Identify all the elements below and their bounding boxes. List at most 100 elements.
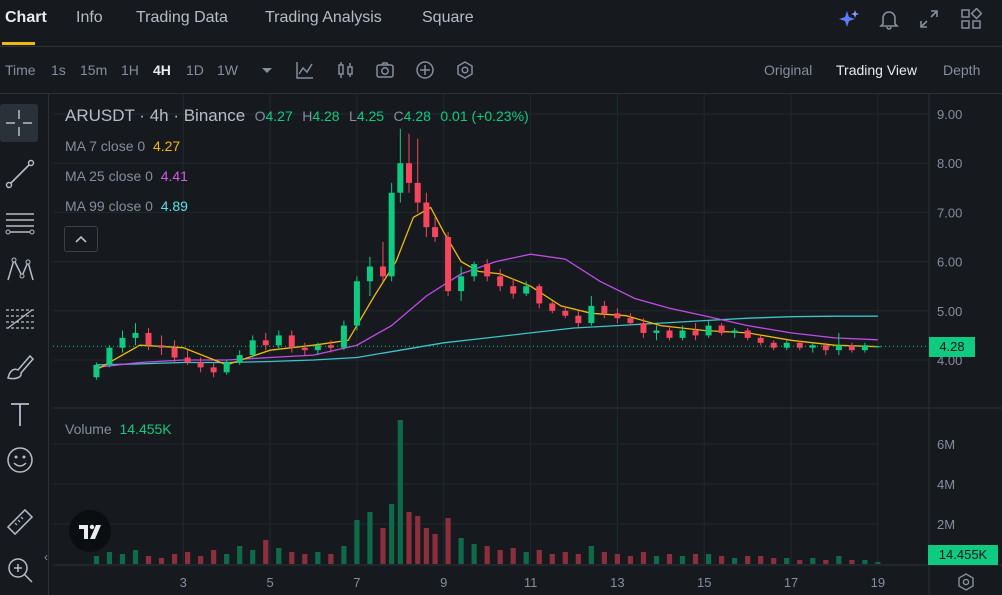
volume-bar — [237, 546, 243, 564]
candle-body — [809, 345, 816, 348]
ma7-value: 4.27 — [152, 138, 181, 154]
brush-icon[interactable] — [4, 350, 36, 382]
candle-body — [397, 163, 404, 193]
date-tick-label: 19 — [871, 575, 885, 590]
date-tick-label: 9 — [440, 575, 447, 590]
volume-bar — [810, 558, 816, 564]
current-volume-tag: 14.455K — [928, 545, 998, 565]
volume-bar — [523, 552, 529, 564]
volume-bar — [640, 552, 647, 564]
interval-1w[interactable]: 1W — [217, 62, 238, 78]
zoom-in-icon[interactable] — [4, 554, 36, 586]
horizontal-lines-icon[interactable] — [4, 206, 36, 238]
interval-1h[interactable]: 1H — [121, 62, 139, 78]
symbol-title: ARUSDT · 4h · Binance — [65, 106, 246, 125]
volume-bar — [745, 556, 751, 564]
volume-bar — [106, 552, 113, 564]
chart-area[interactable]: 9.00 8.00 7.00 6.00 5.00 4.00 6M 4M 2M 3 5 7 9 11 13 15… — [53, 94, 1002, 595]
ruler-icon[interactable] — [4, 506, 36, 538]
candle-body — [705, 325, 712, 336]
date-tick-label: 3 — [180, 575, 187, 590]
volume-bar — [875, 562, 881, 564]
interval-15m[interactable]: 15m — [80, 62, 108, 78]
date-tick-label: 15 — [697, 575, 711, 590]
ma25-value: 4.41 — [160, 168, 188, 184]
candle-body — [770, 342, 777, 348]
volume-bar — [354, 520, 360, 564]
time-label: Time — [5, 62, 36, 78]
ma25-legend: MA 25 close 0 4.41 — [65, 168, 188, 184]
emoji-icon[interactable] — [4, 444, 36, 476]
candle-body — [562, 310, 569, 316]
indicators-icon[interactable] — [295, 60, 315, 80]
settings-hexagon-icon[interactable] — [455, 60, 475, 80]
volume-bar — [397, 420, 403, 564]
candle-body — [640, 323, 647, 333]
volume-bar — [497, 550, 503, 564]
volume-bar — [432, 534, 438, 564]
volume-bar — [562, 552, 568, 564]
tab-trading-analysis[interactable]: Trading Analysis — [265, 9, 382, 26]
fullscreen-icon[interactable] — [918, 8, 940, 30]
open-label: O — [254, 108, 266, 124]
volume-bar — [184, 552, 191, 564]
candle-body — [301, 347, 308, 351]
interval-1d[interactable]: 1D — [186, 62, 204, 78]
trend-line-icon[interactable] — [4, 158, 36, 190]
volume-bar — [549, 554, 555, 564]
tab-trading-data[interactable]: Trading Data — [136, 9, 228, 26]
chart-settings-icon[interactable] — [956, 572, 976, 592]
camera-icon[interactable] — [375, 60, 395, 80]
candle-body — [523, 286, 530, 294]
tab-square[interactable]: Square — [422, 9, 474, 26]
candle-body — [861, 345, 868, 351]
bell-icon[interactable] — [878, 8, 900, 30]
price-tick-label: 8.00 — [937, 156, 962, 171]
collapse-toolbar-arrow[interactable]: ‹ — [44, 550, 48, 564]
volume-bar — [132, 550, 139, 564]
tab-info[interactable]: Info — [76, 9, 103, 26]
tab-chart[interactable]: Chart — [5, 9, 47, 26]
view-original[interactable]: Original — [764, 62, 813, 78]
ai-sparkle-icon[interactable] — [838, 8, 860, 30]
candle-body — [484, 264, 491, 277]
candle-body — [666, 330, 673, 338]
chevron-down-icon[interactable] — [257, 60, 277, 80]
volume-bar — [849, 560, 855, 564]
candle-body — [835, 345, 842, 351]
current-price-tag: 4.28 — [929, 337, 975, 357]
candle-body — [471, 264, 478, 277]
volume-bar — [705, 554, 712, 564]
view-depth[interactable]: Depth — [943, 62, 981, 78]
tradingview-logo[interactable] — [69, 510, 111, 552]
candle-body — [601, 305, 608, 314]
text-tool-icon[interactable] — [4, 398, 36, 430]
candle-body — [288, 335, 295, 348]
candle-body — [171, 347, 178, 358]
collapse-legend-button[interactable] — [64, 226, 98, 252]
candle-body — [718, 325, 725, 333]
layout-grid-icon[interactable] — [960, 8, 982, 30]
candle-body — [197, 362, 204, 368]
crosshair-tool[interactable] — [0, 104, 38, 142]
fibonacci-tool-icon[interactable] — [4, 302, 36, 334]
volume-bar — [423, 528, 429, 564]
price-tick-label: 5.00 — [937, 304, 962, 319]
volume-bar — [389, 504, 395, 564]
interval-1s[interactable]: 1s — [51, 62, 66, 78]
volume-legend: Volume 14.455K — [65, 421, 172, 437]
add-circle-icon[interactable] — [415, 60, 435, 80]
price-tick-label: 9.00 — [937, 107, 962, 122]
symbol-legend: ARUSDT · 4h · Binance O4.27 H4.28 L4.25 … — [65, 106, 529, 126]
volume-bar — [627, 556, 634, 564]
volume-bar — [588, 546, 594, 564]
candle-type-icon[interactable] — [336, 60, 356, 80]
volume-bar — [289, 552, 295, 564]
pattern-tool-icon[interactable] — [4, 254, 36, 286]
date-tick-label: 17 — [784, 575, 798, 590]
volume-bar — [380, 528, 386, 564]
candle-body — [744, 330, 751, 338]
interval-4h[interactable]: 4H — [153, 62, 171, 78]
view-trading-view[interactable]: Trading View — [836, 62, 917, 78]
volume-bar — [458, 538, 464, 564]
